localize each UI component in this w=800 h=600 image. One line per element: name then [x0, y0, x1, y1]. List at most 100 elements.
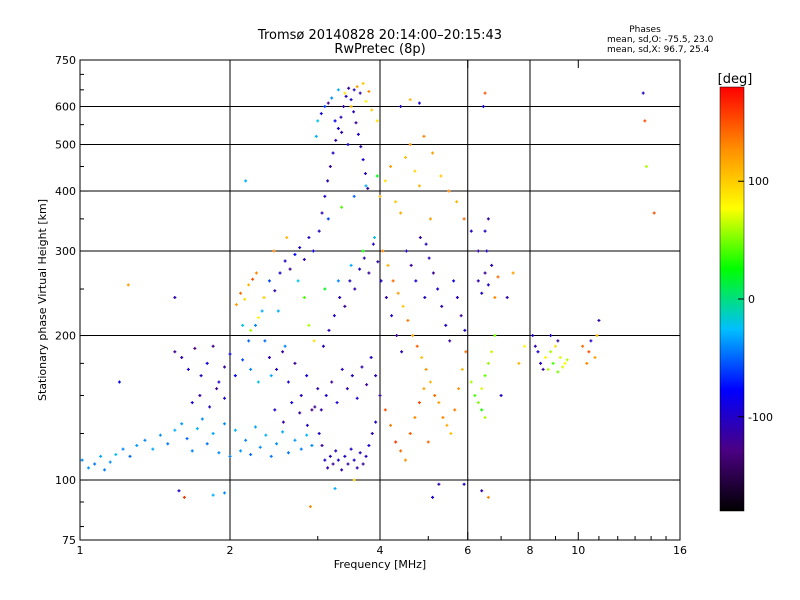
colorbar-ticks: -100 0 100	[738, 175, 773, 424]
data-point	[464, 350, 468, 354]
data-point	[285, 236, 289, 240]
data-point	[243, 297, 247, 301]
data-point	[239, 291, 243, 295]
data-point	[389, 164, 393, 168]
data-point	[587, 350, 591, 354]
colorbar-label: [deg]	[718, 72, 753, 87]
data-point	[352, 88, 356, 92]
data-point	[328, 164, 332, 168]
data-point	[593, 355, 597, 359]
data-point	[378, 194, 382, 198]
data-point	[361, 249, 365, 253]
data-point	[505, 296, 509, 300]
data-point	[486, 217, 490, 221]
data-point	[276, 309, 280, 313]
data-point	[190, 449, 194, 453]
data-point	[281, 430, 285, 434]
data-point	[400, 350, 404, 354]
data-point	[457, 387, 461, 391]
data-point	[417, 184, 421, 188]
data-point	[264, 433, 268, 437]
data-point	[378, 394, 382, 398]
data-point	[350, 374, 354, 378]
data-point	[396, 291, 400, 295]
data-point	[581, 344, 585, 348]
data-point	[267, 355, 271, 359]
data-point	[305, 374, 309, 378]
data-point	[486, 361, 490, 365]
data-point	[531, 334, 535, 338]
data-point	[428, 380, 432, 384]
data-point	[247, 339, 251, 343]
data-point	[370, 432, 374, 436]
data-point	[449, 432, 453, 436]
data-point	[177, 489, 181, 493]
data-point	[463, 328, 467, 332]
data-point	[493, 296, 497, 300]
data-point	[217, 451, 221, 455]
data-point	[340, 468, 344, 472]
data-point	[517, 361, 521, 365]
data-point	[256, 380, 260, 384]
data-point	[490, 350, 494, 354]
data-point	[117, 380, 121, 384]
data-point	[361, 158, 365, 162]
data-point	[135, 444, 139, 448]
colorbar-tick-label: -100	[748, 411, 773, 424]
data-point	[441, 415, 445, 419]
data-point	[483, 271, 487, 275]
data-point	[253, 425, 257, 429]
data-point	[355, 466, 359, 470]
data-point	[256, 316, 260, 320]
data-point	[386, 263, 390, 267]
data-point	[290, 401, 294, 405]
data-point	[263, 339, 267, 343]
data-point	[399, 449, 403, 453]
data-point	[273, 289, 277, 293]
data-point	[424, 242, 428, 246]
data-point	[453, 408, 457, 412]
data-point	[343, 304, 347, 308]
data-point	[373, 236, 377, 240]
data-point	[205, 442, 209, 446]
x-tick-label: 1	[77, 544, 84, 557]
data-point	[121, 447, 125, 451]
data-point	[549, 334, 553, 338]
data-point	[185, 437, 189, 441]
data-point	[211, 432, 215, 436]
y-tick-label: 200	[55, 330, 76, 343]
data-point	[422, 134, 426, 138]
x-tick-label: 4	[377, 544, 384, 557]
data-point	[551, 361, 555, 365]
data-point	[336, 126, 340, 130]
colorbar-tick-label: 100	[748, 175, 769, 188]
data-point	[352, 478, 356, 482]
data-point	[595, 334, 599, 338]
data-point	[234, 303, 238, 307]
data-point	[553, 344, 557, 348]
data-point	[376, 260, 380, 264]
y-axis-label: Stationary phase Virtual Height [km]	[36, 199, 49, 401]
data-point	[480, 489, 484, 493]
y-tick-label: 600	[55, 101, 76, 114]
data-point	[249, 453, 253, 457]
data-point	[367, 444, 371, 448]
data-point	[418, 236, 422, 240]
data-point	[408, 143, 412, 147]
data-point	[244, 179, 248, 183]
data-point	[241, 323, 245, 327]
data-point	[195, 427, 199, 431]
data-point	[330, 96, 334, 100]
data-point	[381, 249, 385, 253]
data-point	[272, 249, 276, 253]
data-point	[480, 387, 484, 391]
data-point	[355, 396, 359, 400]
data-point	[326, 101, 330, 105]
data-point	[448, 339, 452, 343]
data-point	[483, 415, 487, 419]
data-point	[307, 323, 311, 327]
data-point	[275, 442, 279, 446]
data-point	[143, 438, 147, 442]
data-point	[333, 487, 337, 491]
x-tick-label: 10	[571, 544, 585, 557]
